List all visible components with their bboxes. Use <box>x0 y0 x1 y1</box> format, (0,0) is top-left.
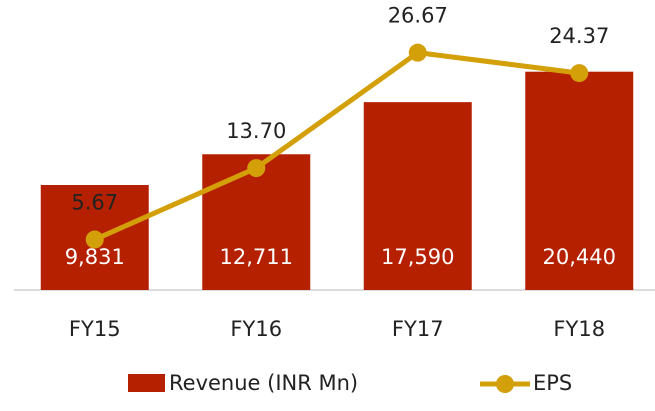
legend-swatch <box>496 375 514 393</box>
eps-point <box>570 64 589 83</box>
bar-value-label: 12,711 <box>220 245 293 269</box>
eps-point <box>408 43 427 62</box>
x-tick-label: FY16 <box>230 317 282 341</box>
eps-value-label: 5.67 <box>71 191 118 215</box>
x-tick-label: FY18 <box>553 317 605 341</box>
eps-value-label: 13.70 <box>226 119 286 143</box>
legend-label: EPS <box>533 371 572 395</box>
eps-value-label: 24.37 <box>549 24 609 48</box>
bar <box>525 71 634 290</box>
eps-line <box>93 50 580 242</box>
legend-swatch <box>128 374 165 392</box>
bar-value-label: 20,440 <box>543 245 616 269</box>
legend-label: Revenue (INR Mn) <box>169 371 358 395</box>
bar-value-label: 17,590 <box>381 245 454 269</box>
x-tick-label: FY15 <box>69 317 121 341</box>
eps-point <box>247 159 266 178</box>
x-tick-label: FY17 <box>392 317 444 341</box>
eps-point <box>85 230 104 249</box>
bar <box>363 102 472 291</box>
eps-value-label: 26.67 <box>388 4 448 28</box>
bar-value-label: 9,831 <box>65 245 125 269</box>
